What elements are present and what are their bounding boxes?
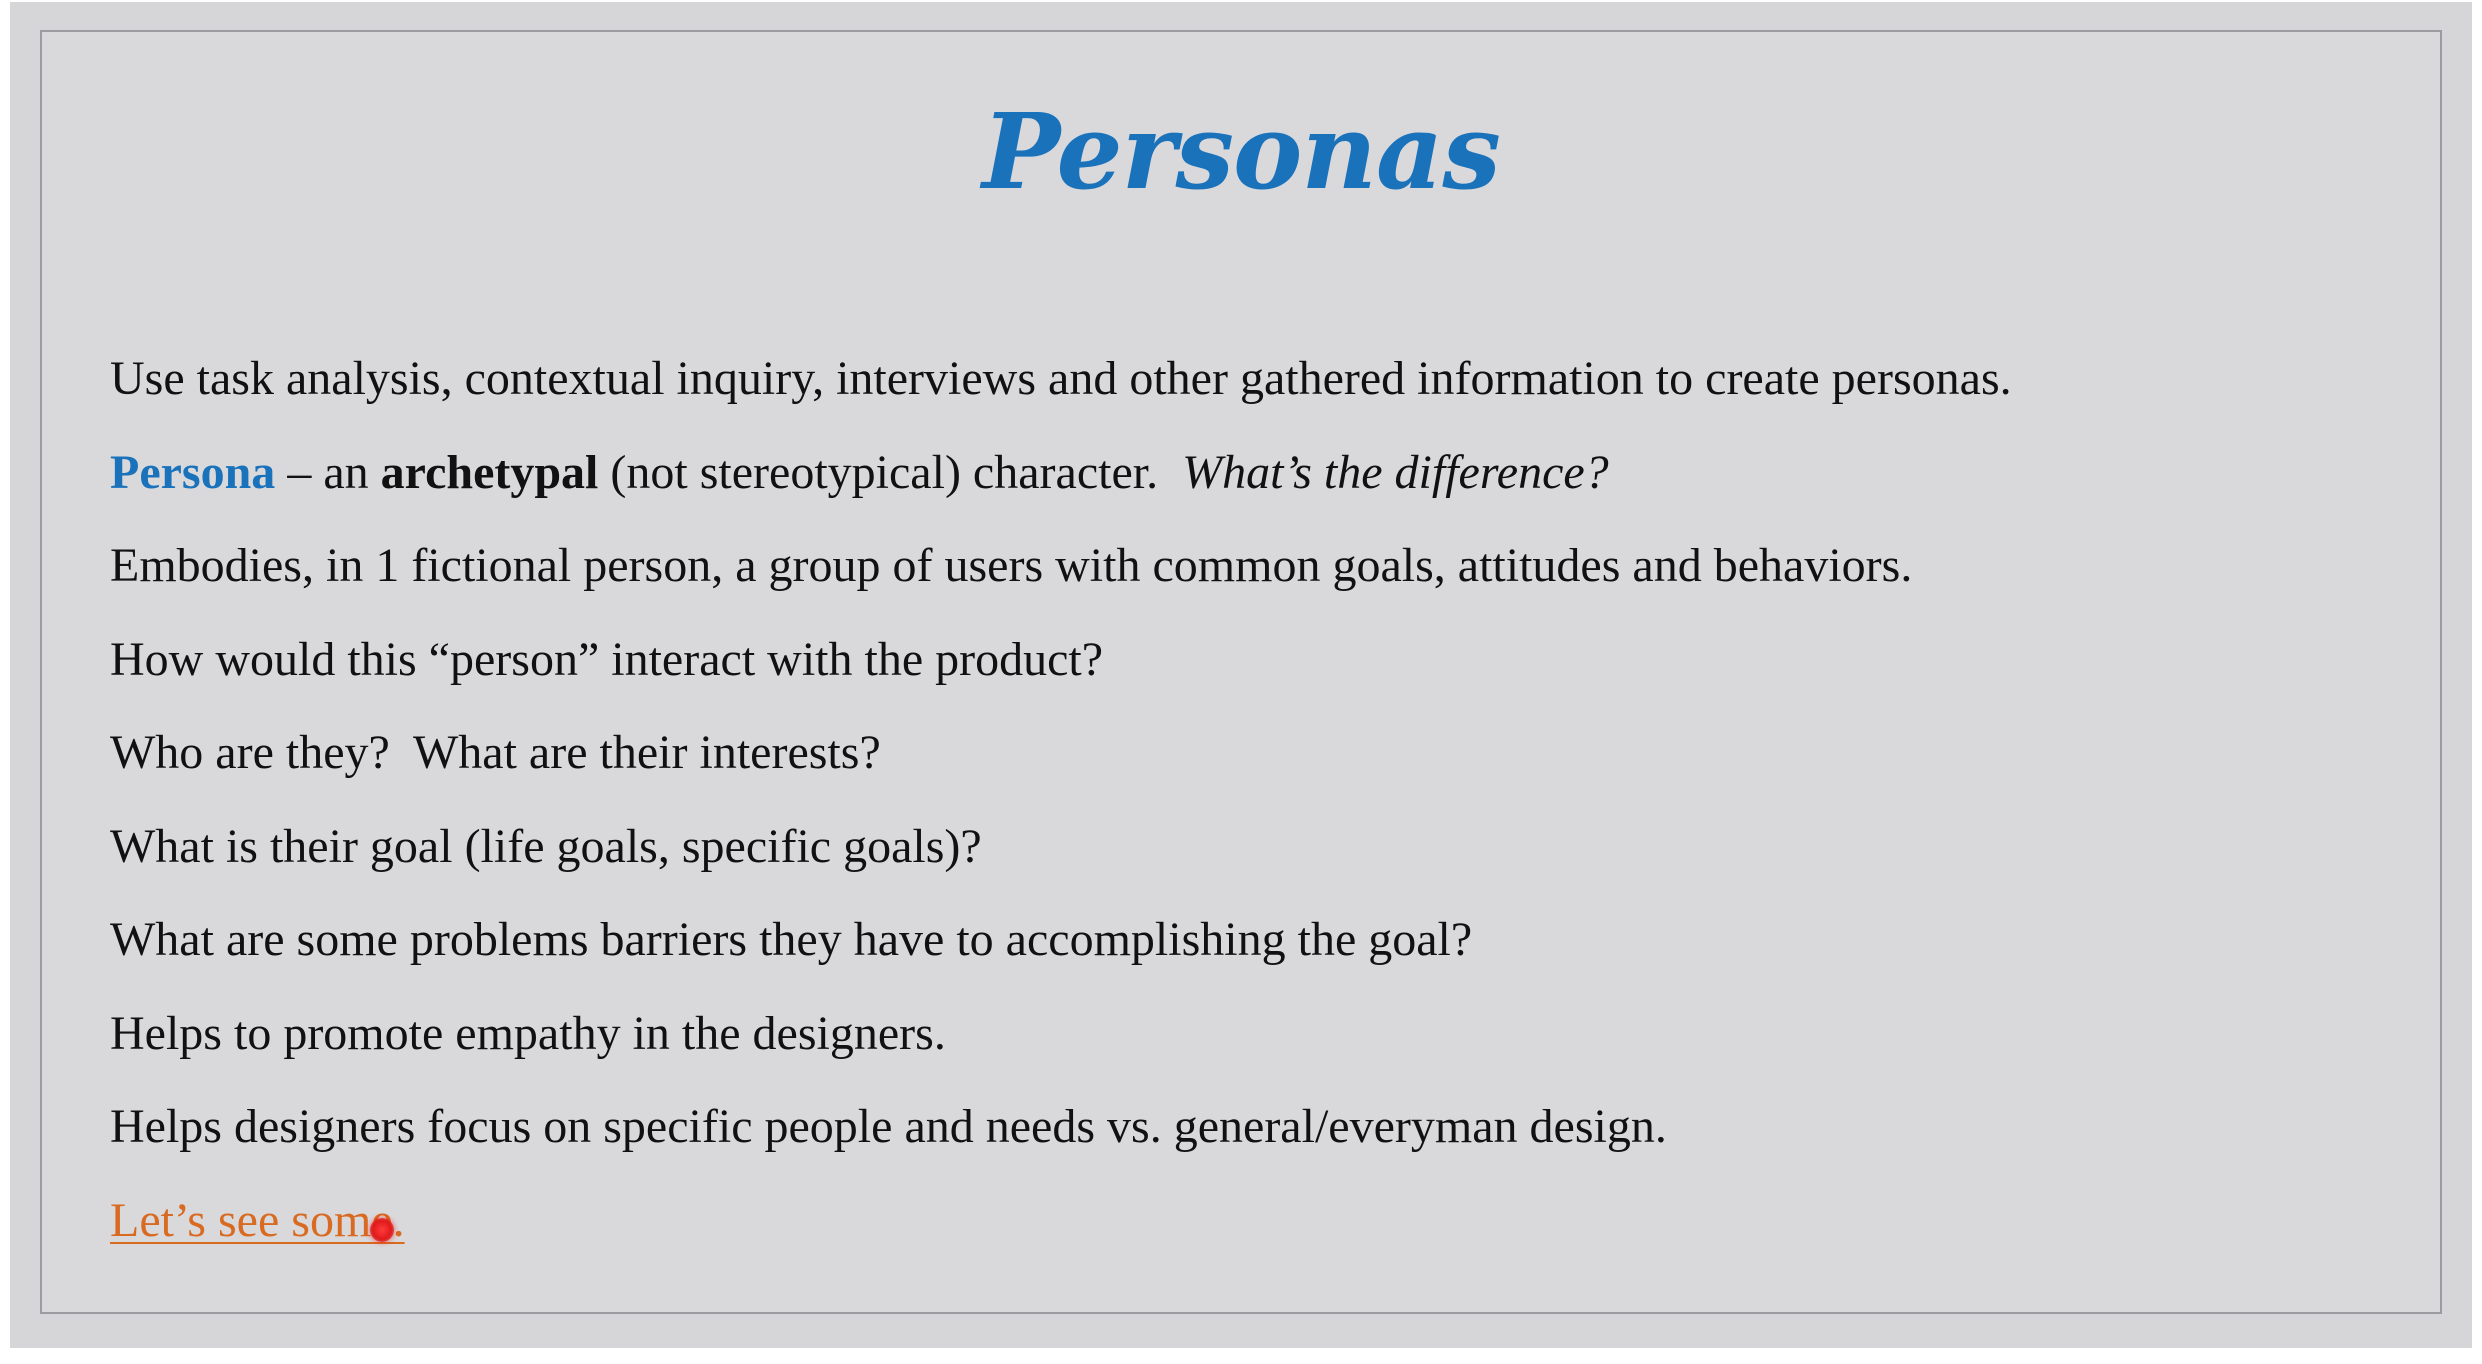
slide-stage: Personas Use task analysis, contextual i… bbox=[10, 2, 2472, 1348]
persona-definition-line: Persona – an archetypal (not stereotypic… bbox=[110, 426, 2410, 520]
definition-dash-an: – an bbox=[275, 445, 381, 499]
laser-pointer-icon bbox=[370, 1218, 394, 1242]
body-line-4: How would this “person” interact with th… bbox=[110, 632, 1104, 686]
slide: Personas Use task analysis, contextual i… bbox=[40, 30, 2442, 1314]
slide-body: Use task analysis, contextual inquiry, i… bbox=[110, 332, 2410, 1267]
body-line-6: What is their goal (life goals, specific… bbox=[110, 819, 982, 873]
body-line-9: Helps designers focus on specific people… bbox=[110, 1100, 1667, 1153]
archetypal-word: archetypal bbox=[380, 445, 599, 499]
body-line-1: Use task analysis, contextual inquiry, i… bbox=[110, 352, 2012, 405]
difference-question: What’s the difference? bbox=[1182, 445, 1609, 499]
lets-see-some-link[interactable]: Let’s see some. bbox=[110, 1193, 405, 1247]
body-line-8: Helps to promote empathy in the designer… bbox=[110, 1006, 946, 1060]
body-line-3: Embodies, in 1 fictional person, a group… bbox=[110, 539, 1913, 592]
body-line-5: Who are they? What are their interests? bbox=[110, 726, 881, 779]
definition-rest: (not stereotypical) character. bbox=[598, 445, 1183, 499]
link-line: Let’s see some. bbox=[110, 1174, 2410, 1268]
body-line-7: What are some problems barriers they hav… bbox=[110, 913, 1473, 966]
persona-term: Persona bbox=[110, 445, 276, 499]
slide-title: Personas bbox=[982, 90, 1501, 213]
